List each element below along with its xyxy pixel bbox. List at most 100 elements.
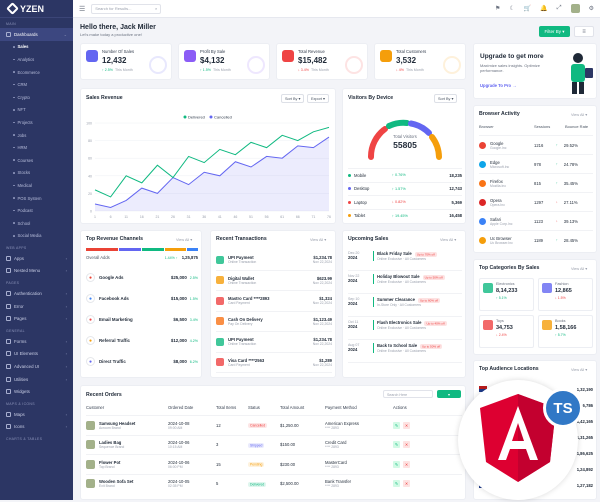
brand-logo[interactable]: YZEN xyxy=(0,0,73,18)
upgrade-link[interactable]: Upgrade To Pro → xyxy=(480,83,517,88)
delete-icon[interactable]: ✕ xyxy=(403,441,410,449)
category-tile[interactable]: Electronics 8,14,233 ↑ 5.1% xyxy=(479,278,534,311)
filter-button[interactable]: Filter By ▾ xyxy=(539,26,570,37)
search-input[interactable]: Search for Results... ⌕ xyxy=(91,3,162,14)
nav-sub-item[interactable]: Jobs xyxy=(0,129,73,142)
chevron-right-icon: › xyxy=(65,316,67,322)
edit-icon[interactable]: ✎ xyxy=(393,460,400,468)
stat-value: $15,482 xyxy=(298,56,327,65)
upcoming-row[interactable]: Sep 10 2024 Summer Clearance Up to 60% off I… xyxy=(348,294,462,317)
nav-sub-item[interactable]: School xyxy=(0,217,73,230)
notification-icon[interactable]: 🔔 xyxy=(540,6,548,12)
nav-sub-item[interactable]: Sales xyxy=(0,41,73,54)
nav-error[interactable]: Error › xyxy=(0,300,73,313)
language-icon[interactable]: ⚑ xyxy=(495,6,501,12)
nav-sub-item[interactable]: Medical xyxy=(0,179,73,192)
nav-sub-item[interactable]: Podcast xyxy=(0,204,73,217)
nav-dashboards[interactable]: Dashboards ⌄ xyxy=(0,28,73,41)
nav-sub-item[interactable]: Crypto xyxy=(0,91,73,104)
delete-icon[interactable]: ✕ xyxy=(403,480,410,488)
greeting-subtitle: Let's make today a productive one! xyxy=(80,32,142,37)
x-tick-label: 61 xyxy=(280,215,284,219)
nav-sub-item[interactable]: Courses xyxy=(0,154,73,167)
menu-toggle-icon[interactable]: ☰ xyxy=(79,5,86,13)
settings-icon[interactable]: ⚙ xyxy=(588,6,594,12)
nav-forms[interactable]: Forms › xyxy=(0,335,73,348)
orders-search-input[interactable]: Search Here xyxy=(383,390,433,398)
nav-maps[interactable]: Maps › xyxy=(0,408,73,421)
stat-delta: ↓ 4% This Month xyxy=(396,68,424,72)
edit-icon[interactable]: ✎ xyxy=(393,441,400,449)
categories-view-all[interactable]: View All ▾ xyxy=(571,267,588,271)
channel-icon: ● xyxy=(86,336,95,345)
delete-icon[interactable]: ✕ xyxy=(403,421,410,429)
export-button[interactable]: Export ▾ xyxy=(307,94,329,103)
transaction-row[interactable]: UPI Payment Online Transaction $1,234.78 No… xyxy=(216,332,332,353)
advanced-icon xyxy=(6,364,11,370)
edit-icon[interactable]: ✎ xyxy=(393,480,400,488)
upcoming-row[interactable]: Oct 11 2024 Flash Electronics Sale Up to 40… xyxy=(348,317,462,340)
transaction-row[interactable]: Cash On Delivery Pay On Delivery $1,123.49… xyxy=(216,312,332,332)
cart-icon[interactable]: 🛒 xyxy=(523,6,532,12)
transactions-view-all[interactable]: View All ▾ xyxy=(310,238,327,242)
nav-ui[interactable]: UI Elements › xyxy=(0,348,73,361)
nav-sub-item[interactable]: Social Media xyxy=(0,230,73,243)
nav-nested[interactable]: Nested Menu › xyxy=(0,265,73,278)
product-thumb xyxy=(86,479,95,489)
stat-icon xyxy=(86,50,98,62)
category-tile[interactable]: Books 1,58,166 ↑ 5.7% xyxy=(538,315,593,348)
visitors-sort-button[interactable]: Sort By ▾ xyxy=(434,94,458,103)
nav-label: Dashboards xyxy=(14,31,38,37)
upcoming-row[interactable]: Nov 22 2024 Holiday Blowout Sale Up to 50% … xyxy=(348,271,462,294)
nav-sub-item[interactable]: Ecommerce xyxy=(0,66,73,79)
browser-row: Uc Browser Uc Browser.Inc 1189 ↑ 28.45% xyxy=(479,230,593,249)
nav-sub-item[interactable]: Stocks xyxy=(0,167,73,180)
nav-advanced[interactable]: Advanced UI › xyxy=(0,360,73,373)
transaction-row[interactable]: Digital Wallet Online Transaction $623.99 N… xyxy=(216,271,332,291)
nav-sub-item[interactable]: CRM xyxy=(0,78,73,91)
apps-icon xyxy=(6,255,11,261)
chevron-right-icon: › xyxy=(65,268,67,274)
nav-apps[interactable]: Apps › xyxy=(0,252,73,265)
nav-pages[interactable]: Pages › xyxy=(0,312,73,325)
nav-sub-item[interactable]: POS System xyxy=(0,192,73,205)
theme-toggle-icon[interactable]: ☾ xyxy=(509,6,515,12)
device-row: Tablet ↑ 19.45% 16,458 xyxy=(348,208,462,223)
browser-logo-icon xyxy=(479,217,486,225)
legend-item[interactable]: Delivered xyxy=(183,115,205,120)
nav-sub-item[interactable]: Projects xyxy=(0,116,73,129)
nav-sub-item[interactable]: HRM xyxy=(0,141,73,154)
orders-card: Recent Orders Search Here ▾ Customer Orde… xyxy=(80,385,466,500)
orders-sort-button[interactable]: ▾ xyxy=(437,390,461,398)
upcoming-row[interactable]: Dec 20 2024 Black Friday Sale Up to 70% off… xyxy=(348,248,462,271)
nav-sub-item[interactable]: NFT xyxy=(0,104,73,117)
avatar[interactable] xyxy=(570,4,580,13)
nav-widgets[interactable]: Widgets xyxy=(0,385,73,398)
sort-by-button[interactable]: Sort By ▾ xyxy=(281,94,305,103)
search-icon: ⌕ xyxy=(155,6,158,11)
upcoming-row[interactable]: Aug 07 2024 Back to School Sale Up to 50% o… xyxy=(348,340,462,363)
edit-icon[interactable]: ✎ xyxy=(393,421,400,429)
x-tick-label: 21 xyxy=(155,215,159,219)
legend-item[interactable]: Cancelled xyxy=(209,115,232,120)
nav-sub-item[interactable]: Analytics xyxy=(0,53,73,66)
upcoming-view-all[interactable]: View All ▾ xyxy=(440,238,457,242)
transaction-row[interactable]: Mastro Card ****2893 Card Payment $1,324 No… xyxy=(216,291,332,312)
y-tick-label: 100 xyxy=(86,122,92,126)
fullscreen-icon[interactable]: ⤢ xyxy=(556,5,562,11)
transaction-row[interactable]: UPI Payment Online Transaction $1,234.78 No… xyxy=(216,250,332,271)
category-tile[interactable]: Toys 34,753 ↓ 2.4% xyxy=(479,315,534,348)
nav-utilities[interactable]: Utilities › xyxy=(0,373,73,386)
nav-auth[interactable]: Authentication › xyxy=(0,287,73,300)
nav-icons[interactable]: Icons › xyxy=(0,421,73,434)
browser-view-all[interactable]: View All ▾ xyxy=(571,113,588,117)
channels-view-all[interactable]: View All ▾ xyxy=(176,238,193,242)
transaction-row[interactable]: Visa Card ****2563 Card Payment $1,289 Nov … xyxy=(216,353,332,373)
delete-icon[interactable]: ✕ xyxy=(403,460,410,468)
trend-icon: ↑ xyxy=(556,143,558,147)
audience-view-all[interactable]: View All ▾ xyxy=(571,368,588,372)
more-options-icon[interactable]: ≡ xyxy=(574,26,594,37)
stat-label: Total Revenue xyxy=(298,49,325,54)
widgets-icon xyxy=(6,389,11,395)
category-tile[interactable]: Fashion 12,865 ↓ 1.5% xyxy=(538,278,593,311)
